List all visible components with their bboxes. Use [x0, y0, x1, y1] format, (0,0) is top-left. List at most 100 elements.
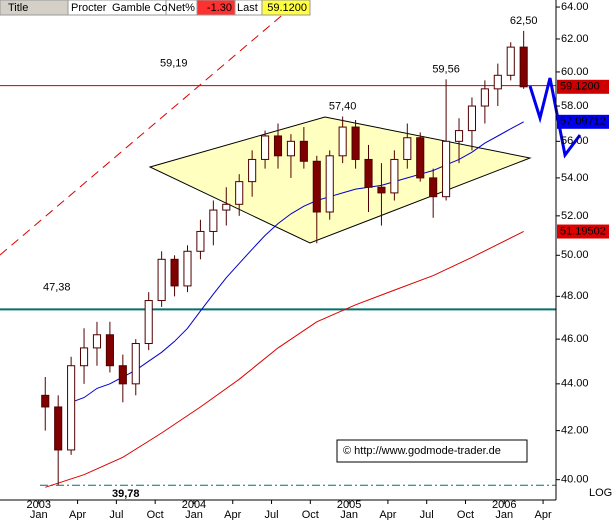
copyright: © http://www.godmode-trader.de [343, 445, 501, 457]
x-tick-label: Oct [302, 509, 319, 520]
y-tick-label: 62.00 [561, 33, 589, 45]
candle-body [351, 126, 360, 160]
candle-body [235, 181, 244, 205]
header-title: Title [8, 2, 28, 14]
price-label-box [557, 114, 609, 129]
annotation: 62,50 [510, 15, 538, 27]
candle-body [519, 46, 528, 88]
x-tick-label: Jul [420, 509, 434, 520]
x-tick-label: Jan [495, 509, 513, 520]
candle-body [261, 135, 270, 160]
x-tick-label: Apr [379, 509, 396, 520]
candle-body [299, 140, 308, 162]
header-name: Gamble Co [112, 2, 168, 14]
y-tick-label: 54.00 [561, 172, 589, 184]
candle-body [390, 158, 399, 194]
candle-body [54, 406, 63, 451]
candle-body [118, 365, 127, 385]
header-net-value: -1.30 [207, 2, 232, 14]
price-label-box [557, 224, 609, 239]
candle-body [183, 250, 192, 287]
y-tick-label: 58.00 [561, 100, 589, 112]
candle-body [416, 137, 425, 179]
y-tick-label: 46.00 [561, 333, 589, 345]
candle-body [41, 394, 50, 408]
y-tick-label: 44.00 [561, 378, 589, 390]
level-label: 47,38 [43, 281, 71, 293]
projection [528, 77, 582, 159]
candle-body [442, 140, 451, 198]
year-label: 2004 [182, 499, 206, 511]
x-tick-label: Jan [30, 509, 48, 520]
y-tick-label: 48.00 [561, 290, 589, 302]
candle-body [92, 334, 102, 349]
plot [0, 30, 556, 488]
copyright-box [336, 439, 528, 463]
candle-body [325, 155, 334, 213]
triangle-pattern [148, 116, 532, 244]
x-tick-label: Oct [457, 509, 474, 520]
candle-body [506, 46, 515, 76]
candle-body [493, 74, 502, 90]
candle-body [467, 105, 477, 132]
candle-body [144, 300, 153, 345]
header-name: Procter [71, 2, 107, 14]
candle-body [170, 258, 179, 287]
level-label: 59,19 [160, 58, 188, 70]
year-label: 2006 [492, 499, 516, 511]
y-tick-label: 42.00 [561, 425, 589, 437]
x-tick-label: Jul [109, 509, 123, 520]
x-tick-label: Apr [224, 509, 241, 520]
candle-body [131, 343, 140, 385]
candle-body [377, 186, 386, 194]
x-tick-label: Oct [147, 509, 164, 520]
y-tick-label: 40.00 [561, 474, 589, 486]
year-label: 2003 [27, 499, 51, 511]
candle-body [222, 203, 231, 211]
x-tick-label: Apr [535, 509, 552, 520]
candle-body [312, 160, 321, 213]
price-label: 59.1200 [560, 81, 600, 93]
x-tick-label: Jul [265, 509, 279, 520]
header-last-label: Last [237, 2, 258, 14]
candle-body [157, 258, 166, 302]
candle-body [338, 126, 347, 157]
header-net-label: Net% [168, 2, 195, 14]
x-tick-label: Jan [340, 509, 358, 520]
year-label: 2005 [337, 499, 361, 511]
header: Title Procter Gamble Co Net% -1.30 Last … [0, 0, 311, 16]
candle-body [248, 158, 257, 183]
x-tick-label: Apr [69, 509, 86, 520]
header-last-value: 59.1200 [267, 2, 307, 14]
candle-body [480, 88, 489, 107]
candle-body [196, 230, 205, 252]
y-tick-label: 60.00 [561, 66, 589, 78]
x-tick-label: Jan [185, 509, 203, 520]
candle-body [454, 130, 464, 142]
candle-body [273, 135, 283, 157]
y-tick-label: 50.00 [561, 249, 589, 261]
y-tick-label: 64.00 [561, 1, 589, 13]
candle-body [105, 334, 114, 367]
y-tick-label: 56.00 [561, 135, 589, 147]
candle-body [67, 365, 76, 451]
annotation: 59,56 [432, 63, 460, 75]
price-label: 57.09712 [560, 116, 606, 128]
trend-line [0, 0, 301, 256]
moving-average [45, 230, 524, 488]
price-label: 51.19502 [560, 225, 606, 237]
candle-body [364, 158, 373, 188]
candle-body [79, 347, 89, 367]
level-label: 39,78 [112, 488, 140, 500]
annotation: 57,40 [329, 100, 357, 112]
header-cell [261, 0, 311, 16]
candle-body [403, 137, 412, 160]
candle-body [429, 177, 438, 198]
candle-body [209, 209, 218, 232]
log-label: LOG [589, 487, 612, 499]
y-tick-label: 52.00 [561, 210, 589, 222]
candle-body [286, 140, 295, 157]
